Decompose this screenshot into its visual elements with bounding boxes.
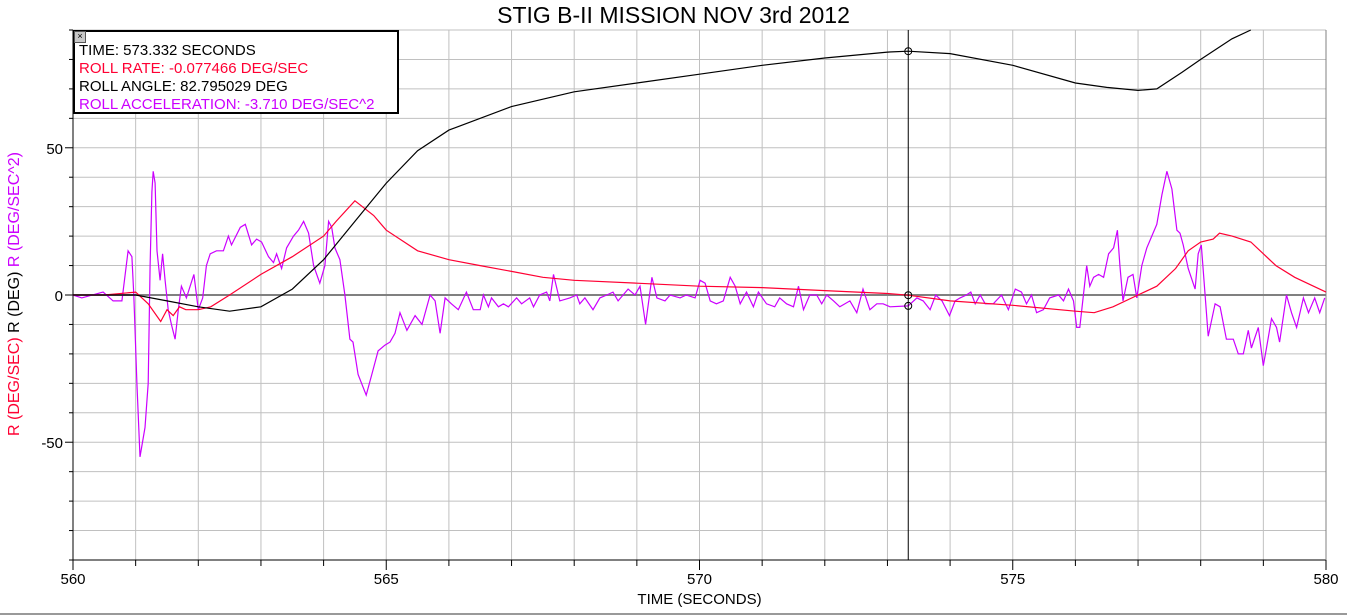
readout-time: TIME: 573.332 SECONDS [79, 42, 256, 59]
readout-roll-rate: ROLL RATE: -0.077466 DEG/SEC [79, 60, 309, 77]
y-tick-label: 0 [55, 288, 63, 305]
x-tick-label: 580 [1313, 571, 1338, 588]
series-line-roll-angle [73, 29, 1252, 312]
x-tick-label: 570 [687, 571, 712, 588]
window-bottom-border [0, 613, 1347, 615]
y-tick-label: 50 [46, 141, 63, 158]
x-tick-label: 575 [1000, 571, 1025, 588]
cursor-marker [904, 291, 913, 300]
cursor-readout-box[interactable]: × TIME: 573.332 SECONDS ROLL RATE: -0.07… [73, 30, 399, 114]
series-line-roll-rate [73, 199, 1327, 323]
series-line-roll-acceleration [72, 171, 1326, 458]
x-axis-label: TIME (SECONDS) [637, 591, 762, 608]
readout-roll-accel: ROLL ACCELERATION: -3.710 DEG/SEC^2 [79, 96, 375, 113]
close-icon[interactable]: × [74, 31, 86, 43]
x-tick-label: 565 [374, 571, 399, 588]
x-tick-label: 560 [60, 571, 85, 588]
cursor-marker [904, 301, 913, 310]
readout-roll-angle: ROLL ANGLE: 82.795029 DEG [79, 78, 288, 95]
chart-title: STIG B-II MISSION NOV 3rd 2012 [497, 2, 850, 28]
cursor-marker [904, 47, 913, 56]
y-tick-label: -50 [41, 435, 63, 452]
